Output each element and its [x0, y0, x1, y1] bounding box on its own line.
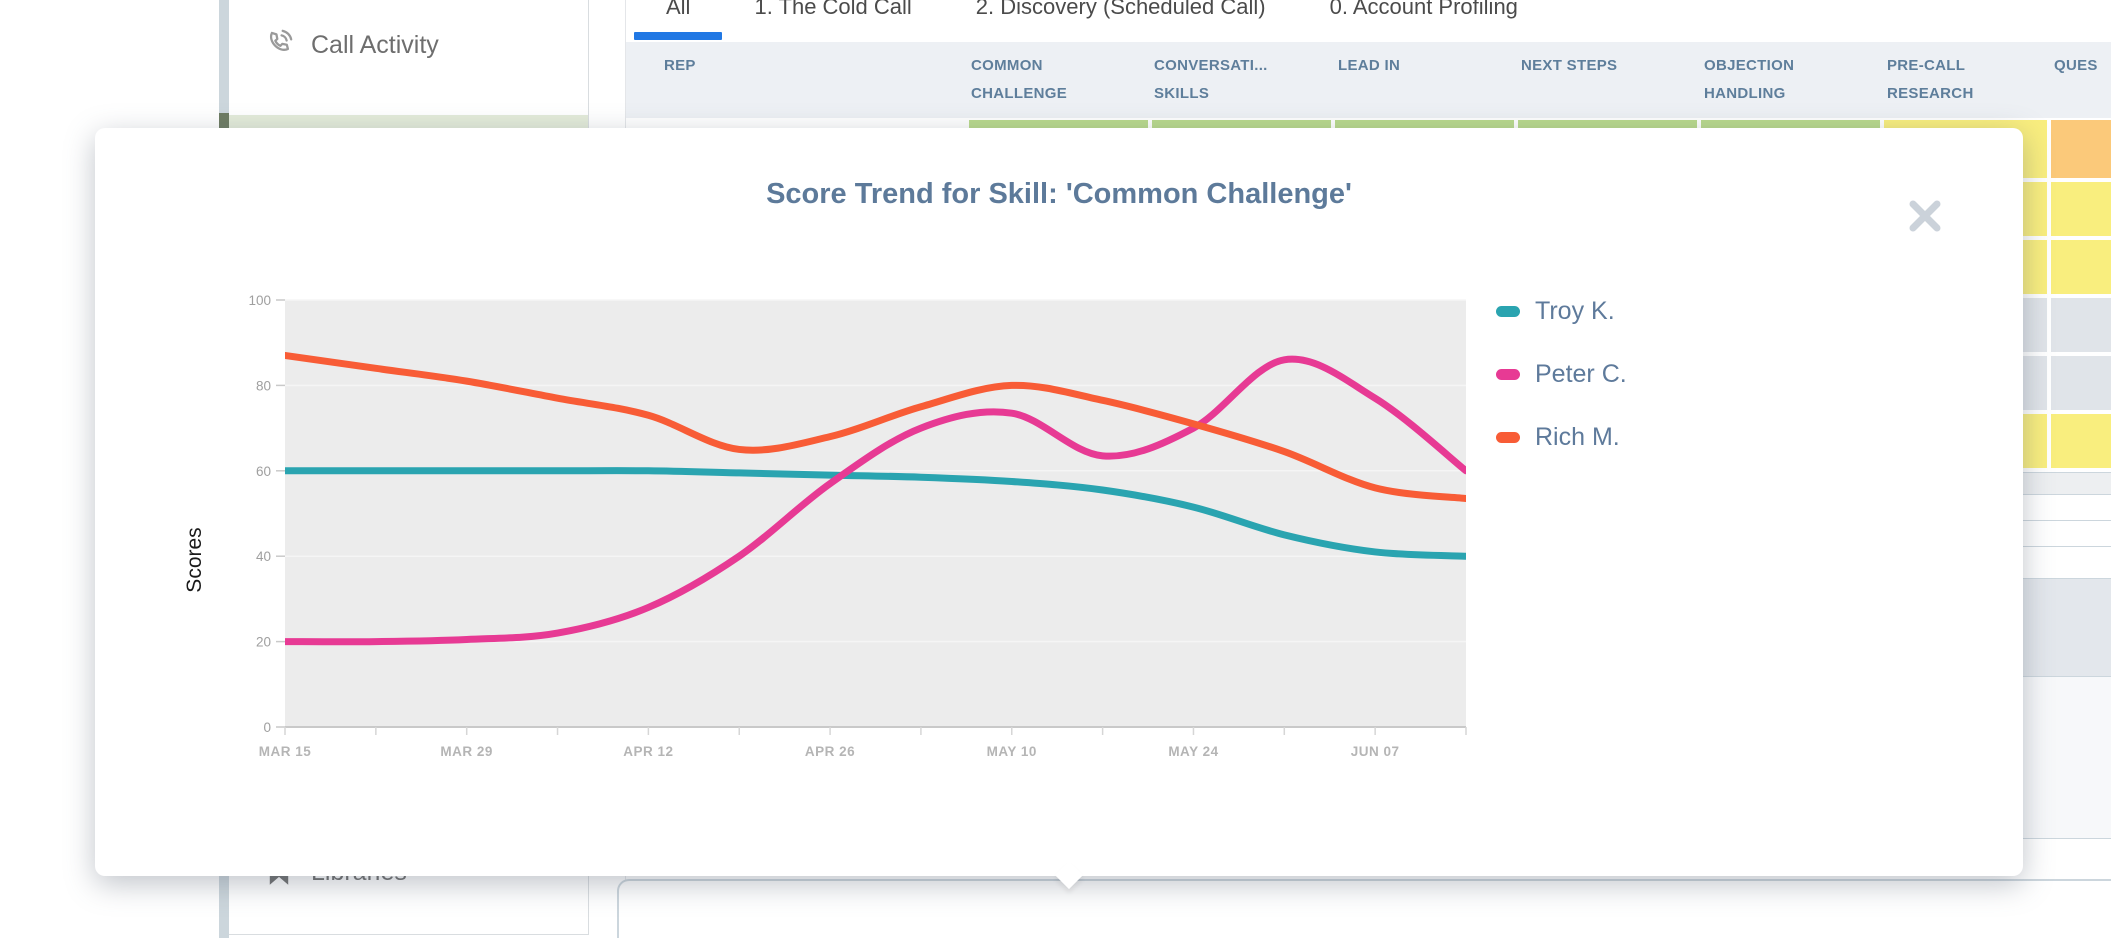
table-header: REP COMMON CHALLENGE CONVERSATI... SKILLS L…	[626, 42, 2111, 118]
phone-icon	[262, 28, 296, 62]
column-header-conversati-[interactable]: CONVERSATI... SKILLS	[1154, 57, 1268, 102]
series-line-troy-k-	[285, 467, 1466, 560]
legend-swatch	[1496, 305, 1520, 317]
y-tick-label: 60	[256, 464, 271, 479]
tab-bar: All 1. The Cold Call 2. Discovery (Schedul…	[634, 0, 1550, 40]
x-tick-label: MAR 29	[440, 744, 493, 759]
plot-area	[285, 300, 1466, 727]
column-header-rep[interactable]: REP	[664, 57, 696, 74]
sidebar-selected-marker	[219, 113, 229, 129]
legend-label: Rich M.	[1535, 422, 1620, 451]
legend-item-troy-k-[interactable]: Troy K.	[1496, 296, 1627, 326]
popover-title: Score Trend for Skill: 'Common Challenge…	[766, 178, 1352, 210]
legend-swatch	[1496, 368, 1520, 380]
sidebar-item-label: Call Activity	[311, 30, 439, 59]
y-tick-label: 40	[256, 549, 271, 564]
column-header-lead-in[interactable]: LEAD IN	[1338, 57, 1401, 74]
tab-label: 2. Discovery (Scheduled Call)	[975, 0, 1266, 19]
sidebar-selected-row[interactable]	[229, 115, 588, 129]
close-icon[interactable]	[1905, 196, 1945, 236]
column-header-next-steps[interactable]: NEXT STEPS	[1521, 57, 1618, 74]
x-tick-label: APR 12	[623, 744, 673, 759]
column-header-common[interactable]: COMMON CHALLENGE	[971, 57, 1068, 102]
column-header-objection[interactable]: OBJECTION HANDLING	[1704, 57, 1795, 102]
y-tick-label: 100	[248, 293, 271, 308]
legend-item-peter-c-[interactable]: Peter C.	[1496, 359, 1627, 389]
sidebar-item-call-activity[interactable]: Call Activity	[229, 13, 588, 77]
x-tick-label: MAY 24	[1168, 744, 1218, 759]
column-header-pre-call[interactable]: PRE-CALL RESEARCH	[1887, 57, 1974, 102]
legend-swatch	[1496, 431, 1520, 443]
chart-legend: Troy K. Peter C. Rich M.	[1496, 296, 1627, 485]
active-tab-underline	[634, 32, 723, 40]
line-chart: 0 20 40 60 80 100 MAR 15 MAR 29 APR 12 APR 26 MAY …	[248, 293, 1467, 759]
series-line-rich-m-	[285, 352, 1466, 503]
legend-label: Peter C.	[1535, 359, 1627, 388]
tab-0-account-profiling[interactable]: 0. Account Profiling	[1298, 0, 1550, 40]
y-tick-label: 80	[256, 378, 271, 393]
score-trend-popover: Score Trend for Skill: 'Common Challenge…	[95, 128, 2023, 890]
score-cell[interactable]	[2051, 182, 2111, 236]
series-line-peter-c-	[285, 355, 1466, 646]
x-tick-label: MAR 15	[259, 744, 312, 759]
tab-1-the-cold-call[interactable]: 1. The Cold Call	[722, 0, 943, 40]
score-cell[interactable]	[2051, 120, 2111, 178]
score-cell[interactable]	[2051, 414, 2111, 468]
legend-label: Troy K.	[1535, 296, 1615, 325]
x-tick-label: APR 26	[805, 744, 855, 759]
tab-label: All	[666, 0, 691, 19]
tab-label: 1. The Cold Call	[754, 0, 912, 19]
score-cell[interactable]	[2051, 298, 2111, 352]
tab-all[interactable]: All	[634, 0, 723, 40]
column-header-ques[interactable]: QUES	[2054, 57, 2098, 74]
score-cell[interactable]	[2051, 240, 2111, 294]
score-cell[interactable]	[2051, 356, 2111, 410]
y-tick-label: 20	[256, 635, 271, 650]
y-tick-label: 0	[263, 720, 271, 735]
tab-2-discovery-scheduled-call-[interactable]: 2. Discovery (Scheduled Call)	[944, 0, 1298, 40]
y-axis-label: Scores	[183, 527, 206, 593]
table-footer-panel	[617, 879, 2111, 938]
x-tick-label: MAY 10	[987, 744, 1037, 759]
x-tick-label: JUN 07	[1351, 744, 1400, 759]
legend-item-rich-m-[interactable]: Rich M.	[1496, 422, 1627, 452]
tab-label: 0. Account Profiling	[1329, 0, 1518, 19]
